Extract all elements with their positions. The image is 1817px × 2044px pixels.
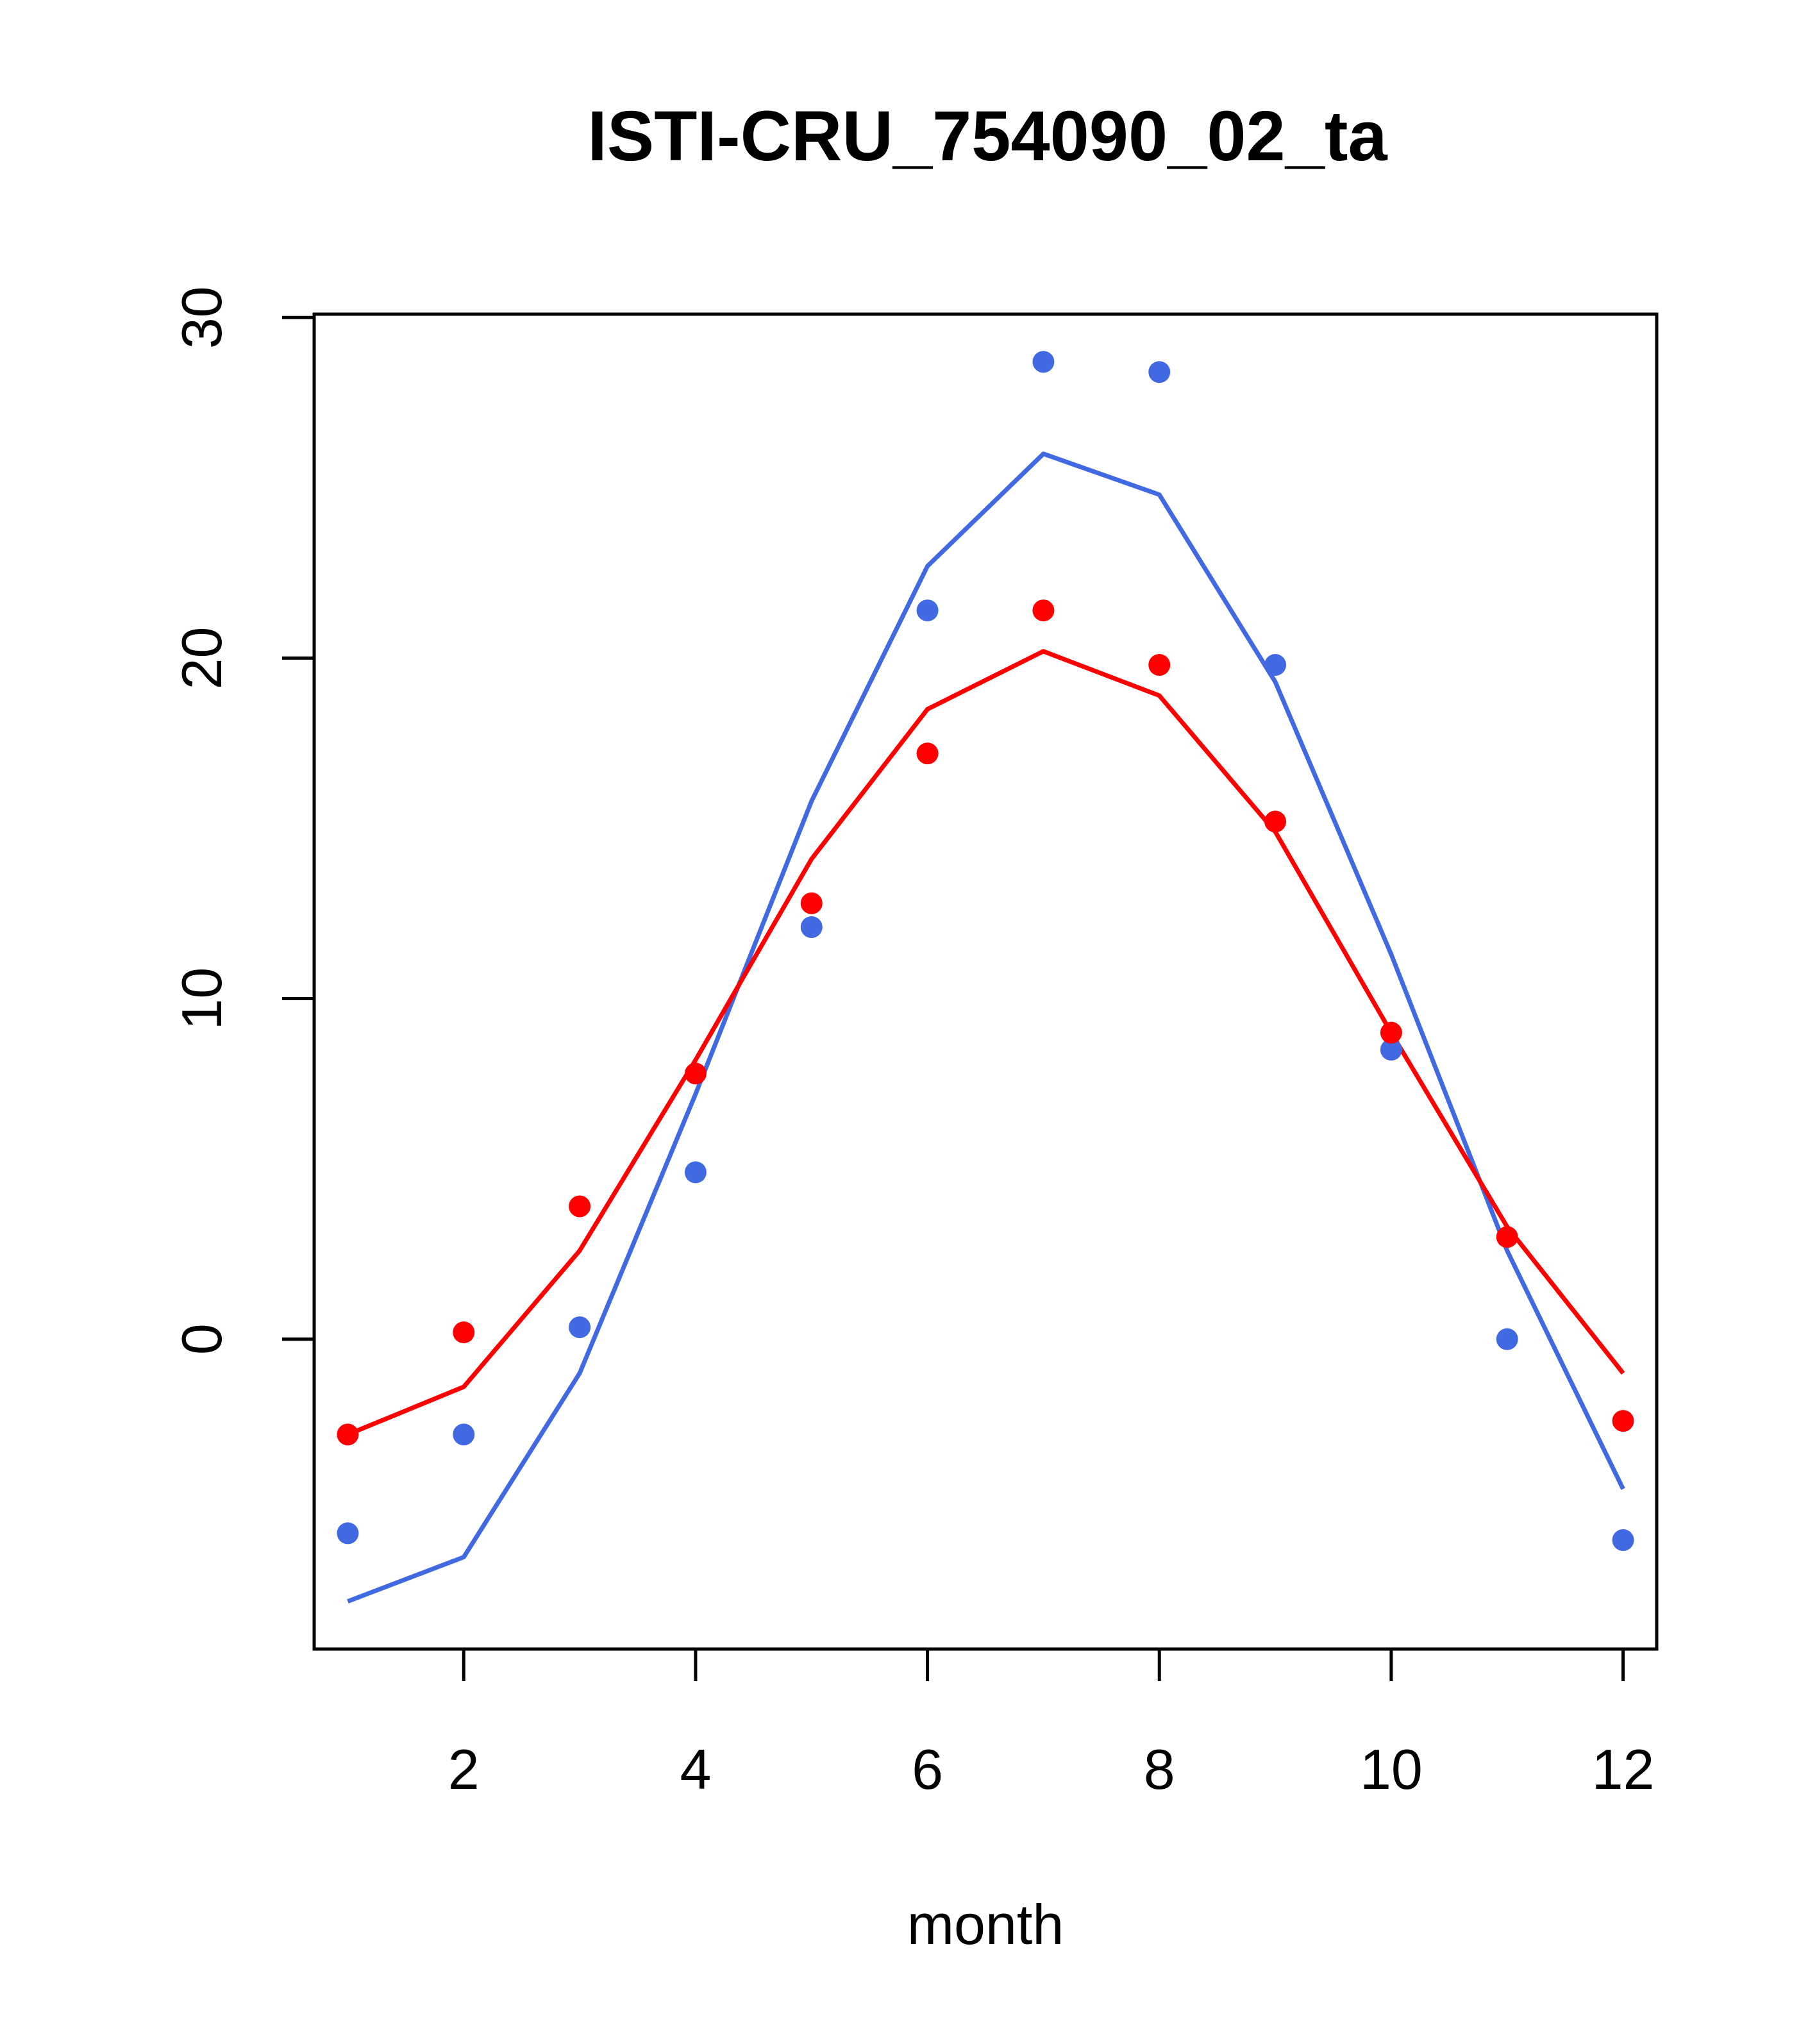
series-1-line — [347, 451, 1625, 1604]
x-tick-label: 12 — [1592, 1738, 1655, 1801]
series-2-point — [1380, 1021, 1402, 1044]
series-2-point — [1032, 599, 1055, 622]
series-1-point — [800, 916, 823, 939]
series-1-point — [684, 1161, 707, 1184]
series-2-point — [1496, 1226, 1518, 1248]
y-tick-label: 30 — [170, 286, 233, 349]
series-2-point — [916, 742, 939, 765]
y-tick-label: 20 — [170, 626, 233, 689]
y-tick-label: 0 — [170, 1323, 233, 1355]
y-axis: 0 10 20 30 — [170, 286, 316, 1355]
series-1-point — [1032, 351, 1055, 373]
x-tick-label: 2 — [448, 1738, 480, 1801]
chart-title: ISTI-CRU_754090_02_ta — [587, 97, 1387, 176]
series-2-point — [1148, 654, 1171, 676]
series-2-point — [453, 1321, 475, 1344]
series-2-point — [684, 1062, 707, 1085]
x-tick-label: 10 — [1360, 1738, 1423, 1801]
x-tick-label: 8 — [1144, 1738, 1175, 1801]
series-1-point — [1496, 1328, 1518, 1350]
x-axis-label: month — [907, 1893, 1064, 1956]
x-tick-label: 6 — [912, 1738, 943, 1801]
series-2-point — [1264, 810, 1287, 833]
x-tick-label: 4 — [680, 1738, 711, 1801]
series-2-point — [337, 1423, 359, 1446]
plot-frame — [312, 312, 1659, 1651]
series-2-line — [347, 649, 1625, 1437]
x-axis: 2 4 6 8 10 12 — [448, 1647, 1655, 1801]
series-1-point — [1264, 654, 1287, 676]
series-1-point — [337, 1522, 359, 1545]
series-layer — [337, 351, 1634, 1604]
y-tick-label: 10 — [170, 968, 233, 1030]
series-1-point — [453, 1423, 475, 1446]
series-1-point — [1380, 1039, 1402, 1061]
series-1-point — [1148, 361, 1171, 383]
series-1-point — [916, 599, 939, 622]
series-2-point — [569, 1195, 591, 1218]
series-1-point — [569, 1316, 591, 1339]
series-1-point — [1612, 1529, 1634, 1552]
series-2-point — [1612, 1410, 1634, 1432]
series-2-point — [800, 892, 823, 914]
